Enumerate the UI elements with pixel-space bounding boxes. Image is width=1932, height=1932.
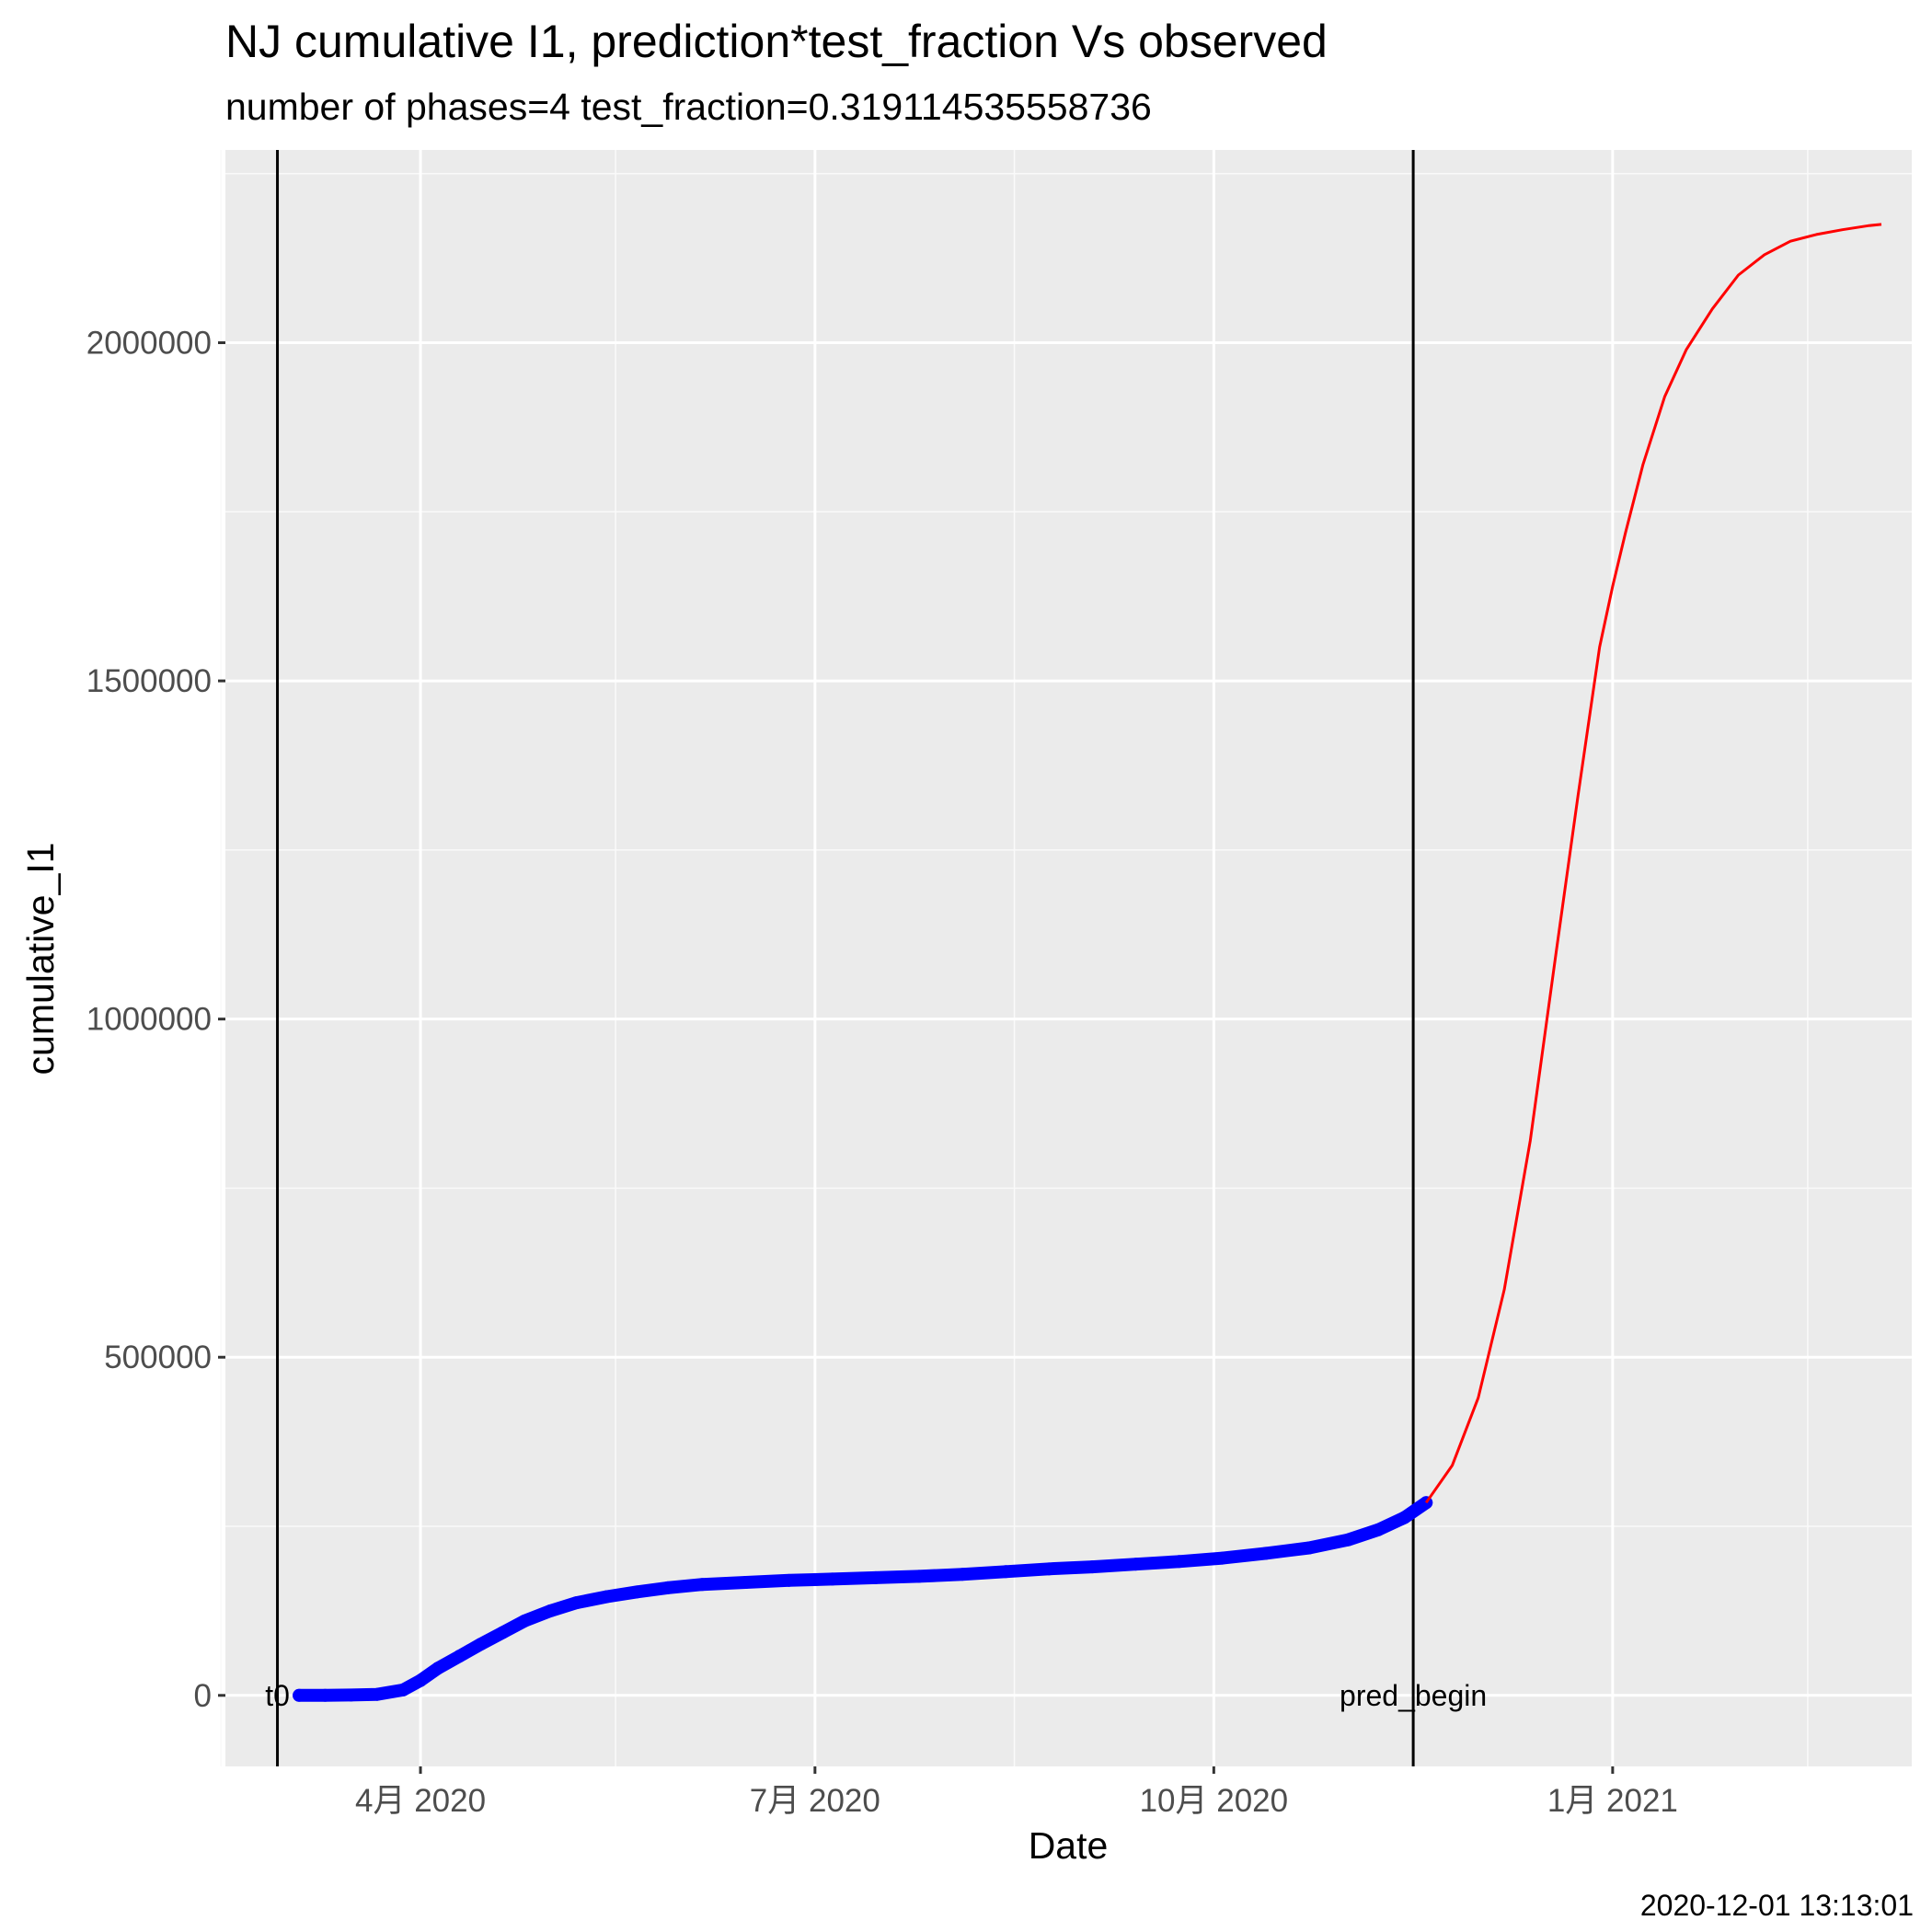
observed-point	[600, 1590, 614, 1604]
observed-point	[630, 1585, 644, 1599]
observed-point	[318, 1688, 332, 1702]
y-tick-label: 1500000	[86, 663, 212, 699]
y-tick-label: 1000000	[86, 1002, 212, 1038]
observed-point	[344, 1688, 358, 1702]
observed-point	[496, 1626, 510, 1639]
major-gridlines	[225, 150, 1912, 1766]
observed-point	[293, 1688, 306, 1702]
observed-point	[868, 1570, 882, 1584]
observed-point	[999, 1565, 1013, 1579]
observed-point	[370, 1687, 384, 1701]
plot-panel	[225, 150, 1912, 1766]
observed-point	[696, 1578, 709, 1592]
prediction-series	[1424, 223, 1882, 1504]
observed-point	[453, 1650, 466, 1663]
observed-point	[1397, 1511, 1411, 1524]
annotation-pred_begin: pred_begin	[1340, 1679, 1487, 1712]
observed-series	[293, 1496, 1433, 1702]
annotations: t0 pred_begin	[265, 1679, 1487, 1712]
observed-point	[1215, 1551, 1229, 1565]
observed-point	[1042, 1562, 1056, 1576]
observed-point	[1303, 1541, 1317, 1555]
observed-point	[431, 1662, 444, 1675]
prediction-line	[1424, 223, 1882, 1504]
observed-point	[661, 1581, 674, 1594]
y-tick-label: 0	[194, 1678, 212, 1714]
observed-point	[739, 1576, 753, 1590]
reference-lines	[276, 150, 1415, 1766]
x-tick-label: 10月 2020	[1140, 1783, 1289, 1819]
observed-point	[397, 1683, 410, 1696]
x-tick-label: 1月 2021	[1547, 1783, 1678, 1819]
observed-point	[569, 1596, 583, 1610]
axis-ticks	[218, 341, 1615, 1774]
observed-point	[825, 1572, 839, 1586]
timestamp-caption: 2020-12-01 13:13:01	[1640, 1889, 1914, 1922]
x-tick-label: 4月 2020	[355, 1783, 486, 1819]
x-axis-title: Date	[1029, 1824, 1109, 1867]
y-tick-label: 2000000	[86, 326, 212, 362]
observed-point	[475, 1637, 489, 1650]
observed-point	[1129, 1558, 1143, 1571]
observed-point	[414, 1673, 428, 1687]
observed-point	[1259, 1547, 1272, 1560]
observed-point	[956, 1568, 970, 1581]
observed-point	[1341, 1533, 1355, 1547]
observed-point	[518, 1614, 532, 1627]
chart-subtitle: number of phases=4 test_fraction=0.31911…	[225, 86, 1152, 128]
observed-point	[1172, 1555, 1186, 1569]
annotation-t0: t0	[265, 1679, 290, 1712]
x-tick-label: 7月 2020	[750, 1783, 880, 1819]
observed-point	[782, 1573, 796, 1587]
y-tick-label: 500000	[104, 1340, 212, 1375]
observed-point	[544, 1604, 558, 1617]
y-axis-title: cumulative_I1	[19, 843, 62, 1075]
observed-point	[1086, 1560, 1099, 1574]
chart-title: NJ cumulative I1, prediction*test_fracti…	[225, 16, 1328, 67]
observed-point	[1372, 1523, 1386, 1536]
observed-point	[912, 1570, 926, 1583]
tick-labels: 4月 2020 7月 2020 10月 2020 1月 2021 0 500000 1000…	[86, 326, 1678, 1819]
